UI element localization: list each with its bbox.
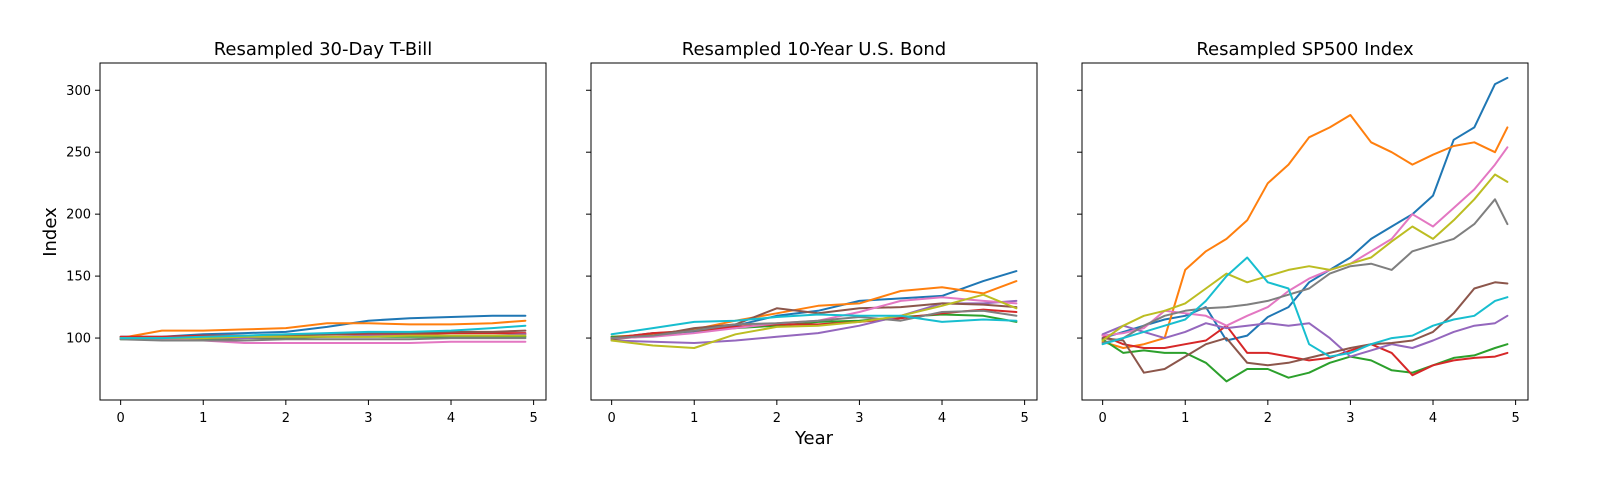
series-line-10 [119,324,527,340]
tick-layer: 0 1 2 3 4 5 [586,89,1029,426]
plot-frame [1081,62,1529,401]
series-line-5 [1101,314,1509,358]
x-tick-label: 5 [1511,411,1519,426]
series-line-10 [1101,256,1509,358]
plot-frame [99,62,547,401]
y-tick-label: 150 [66,270,91,285]
series-line-6 [610,302,1018,341]
series-layer [119,314,527,344]
tick-layer: 0 1 2 3 4 5 100 150 200 250 300 [66,84,538,426]
plot-frame [590,62,1038,401]
panel-title: Resampled SP500 Index [1196,39,1414,60]
series-line-2 [1101,114,1509,349]
series-line-8 [610,309,1018,340]
x-tick-label: 0 [117,411,125,426]
y-tick-label: 100 [66,332,91,347]
x-tick-label: 1 [690,411,698,426]
series-layer [610,270,1018,349]
x-tick-label: 1 [1181,411,1189,426]
series-line-3 [1101,338,1509,383]
panel-tbill: Resampled 30-Day T-Bill 0 1 2 3 4 5 100 150 200 2… [66,39,547,426]
x-tick-label: 2 [1264,411,1272,426]
x-tick-label: 5 [1020,411,1028,426]
x-tick-label: 5 [529,411,537,426]
x-tick-label: 4 [1429,411,1437,426]
y-tick-label: 300 [66,84,91,99]
x-axis-label: Year [794,428,834,449]
panel-title: Resampled 30-Day T-Bill [214,39,433,60]
series-line-6 [1101,281,1509,374]
x-tick-label: 3 [855,411,863,426]
y-axis-label: Index [40,207,61,257]
x-tick-label: 3 [364,411,372,426]
tick-layer: 0 1 2 3 4 5 [1077,89,1520,426]
x-tick-label: 3 [1346,411,1354,426]
panel-bond: Resampled 10-Year U.S. Bond 0 1 2 3 4 5 [586,39,1038,426]
y-tick-label: 200 [66,208,91,223]
series-line-7 [1101,146,1509,337]
series-line-2 [119,319,527,340]
series-line-10 [610,313,1018,336]
x-tick-label: 1 [199,411,207,426]
series-line-9 [1101,173,1509,342]
series-line-8 [119,337,527,342]
series-line-2 [610,280,1018,338]
series-line-1 [1101,76,1509,342]
series-line-9 [610,293,1018,349]
x-tick-label: 0 [1099,411,1107,426]
panel-sp500: Resampled SP500 Index 0 1 2 3 4 5 [1077,39,1529,426]
y-tick-label: 250 [66,146,91,161]
x-tick-label: 4 [938,411,946,426]
series-line-8 [1101,198,1509,344]
series-layer [1101,76,1509,383]
panel-title: Resampled 10-Year U.S. Bond [682,39,946,60]
x-tick-label: 4 [447,411,455,426]
x-tick-label: 2 [773,411,781,426]
x-tick-label: 0 [608,411,616,426]
x-tick-label: 2 [282,411,290,426]
series-line-4 [1101,324,1509,377]
